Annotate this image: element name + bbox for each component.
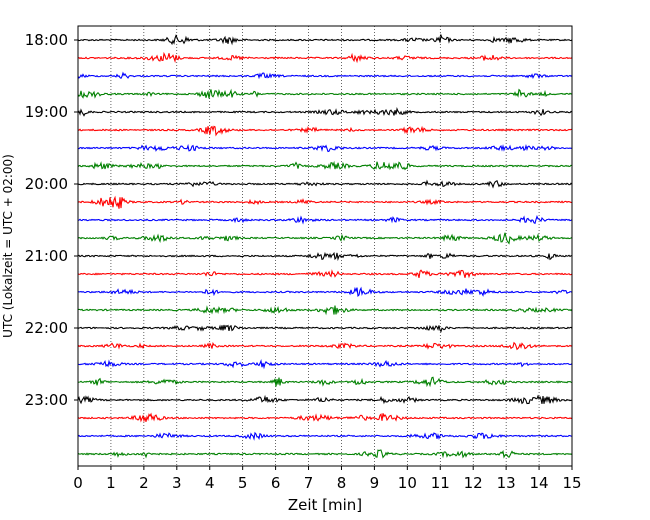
seismic-traces: [77, 33, 573, 459]
trace-line: [77, 341, 573, 351]
trace-line: [77, 269, 573, 279]
y-tick-label: 21:00: [25, 247, 68, 265]
x-tick-label: 11: [431, 474, 450, 492]
y-tick-label: 22:00: [25, 319, 68, 337]
y-axis-ticks: 18:00 19:00 20:00 21:00 22:00 23:00: [25, 31, 78, 409]
y-tick-label: 20:00: [25, 175, 68, 193]
x-tick-label: 9: [370, 474, 380, 492]
x-tick-label: 2: [139, 474, 149, 492]
y-tick-label: 19:00: [25, 103, 68, 121]
trace-line: [77, 160, 573, 171]
trace-line: [77, 359, 573, 370]
y-tick-label: 18:00: [25, 31, 68, 49]
x-tick-label: 13: [497, 474, 516, 492]
trace-line: [77, 305, 573, 316]
x-tick-label: 7: [304, 474, 314, 492]
x-tick-label: 5: [238, 474, 248, 492]
x-tick-label: 1: [106, 474, 116, 492]
trace-line: [77, 232, 573, 245]
trace-line: [77, 51, 573, 64]
trace-line: [77, 376, 573, 388]
trace-line: [77, 324, 573, 333]
trace-line: [77, 195, 573, 209]
trace-line: [77, 431, 573, 441]
grid-lines: [110, 26, 540, 466]
trace-line: [77, 412, 573, 423]
x-tick-label: 6: [271, 474, 281, 492]
trace-line: [77, 33, 573, 46]
trace-line: [77, 143, 573, 153]
x-axis-label: Zeit [min]: [288, 496, 362, 514]
x-tick-label: 0: [73, 474, 83, 492]
x-tick-label: 15: [562, 474, 581, 492]
x-tick-label: 10: [398, 474, 417, 492]
trace-line: [77, 215, 573, 225]
trace-line: [77, 251, 573, 262]
x-axis-ticks: 0 1 2 3 4 5 6 7 8 9 10 11 12 13 14 15: [73, 466, 582, 492]
y-axis-label: UTC (Lokalzeit = UTC + 02:00): [1, 154, 15, 338]
trace-line: [77, 125, 573, 137]
x-tick-label: 4: [205, 474, 215, 492]
trace-line: [77, 449, 573, 459]
trace-line: [77, 286, 573, 297]
x-tick-label: 14: [530, 474, 549, 492]
x-tick-label: 3: [172, 474, 182, 492]
trace-line: [77, 179, 573, 189]
trace-line: [77, 394, 573, 405]
trace-line: [77, 88, 573, 99]
x-tick-label: 12: [464, 474, 483, 492]
trace-line: [77, 107, 573, 117]
x-tick-label: 8: [337, 474, 347, 492]
plot-frame: [77, 25, 573, 467]
y-tick-label: 23:00: [25, 391, 68, 409]
trace-line: [77, 71, 573, 80]
